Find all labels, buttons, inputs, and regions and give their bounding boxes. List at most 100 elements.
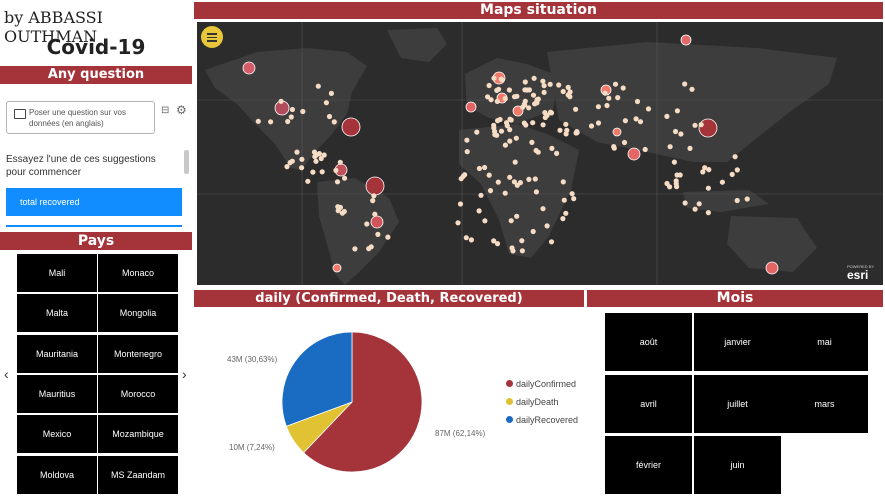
mois-tile-2[interactable]: mai [781,313,868,371]
qa-scrollbar[interactable] [184,150,189,174]
map-marker[interactable] [547,109,554,115]
map-marker[interactable] [634,98,641,105]
map-marker[interactable] [370,215,384,229]
map-marker[interactable] [366,246,372,252]
map-marker[interactable] [507,127,513,133]
map-marker[interactable] [326,113,333,120]
pays-tile-mongolia[interactable]: Mongolia [98,294,178,333]
map-marker[interactable] [548,239,555,245]
map-marker[interactable] [513,135,519,141]
map-marker[interactable] [671,159,677,165]
map-marker[interactable] [318,155,324,162]
map-marker[interactable] [645,106,652,112]
map-marker[interactable] [719,179,726,185]
pays-tile-ms-zaandam[interactable]: MS Zaandam [98,455,178,494]
map-marker[interactable] [315,83,321,89]
map-marker[interactable] [496,86,502,92]
mois-tile-0[interactable]: août [605,313,692,371]
map-marker[interactable] [508,218,514,224]
map-marker[interactable] [734,197,740,204]
map-marker[interactable] [299,156,305,162]
map-marker[interactable] [289,106,295,113]
map-marker[interactable] [522,79,528,85]
map-marker[interactable] [352,246,358,252]
slice-recovered[interactable] [281,331,353,427]
map-marker[interactable] [486,172,492,178]
map-marker[interactable] [507,174,513,180]
map-marker[interactable] [549,145,555,151]
map-marker[interactable] [674,108,680,114]
map-marker[interactable] [622,118,628,124]
map-marker[interactable] [692,122,698,128]
map-marker[interactable] [563,131,569,137]
map-marker[interactable] [563,210,569,216]
map-marker[interactable] [519,248,525,254]
map-marker[interactable] [547,81,553,87]
map-marker[interactable] [514,213,520,219]
qa-input[interactable]: Poser une question sur vos données (en a… [6,101,155,134]
map-marker[interactable] [463,235,469,241]
slice-confirmed[interactable] [303,331,423,473]
map-marker[interactable] [706,167,712,173]
map-marker[interactable] [370,198,376,204]
map-marker[interactable] [556,82,562,88]
map-marker[interactable] [300,108,306,115]
map-marker[interactable] [323,100,329,106]
map-marker[interactable] [702,165,708,171]
map-marker[interactable] [541,89,547,95]
map-marker[interactable] [494,98,500,104]
map-marker[interactable] [633,116,639,122]
map-marker[interactable] [476,165,482,172]
pays-tile-monaco[interactable]: Monaco [98,254,178,292]
map-marker[interactable] [289,158,295,164]
map-marker[interactable] [680,34,692,46]
map-marker[interactable] [554,150,560,156]
gear-icon[interactable]: ⚙ [176,103,187,117]
map-marker[interactable] [495,118,501,124]
map-marker[interactable] [494,241,501,247]
map-marker[interactable] [482,218,488,224]
map-marker[interactable] [522,98,528,104]
map-marker[interactable] [311,149,318,155]
map-marker[interactable] [465,101,477,113]
map-marker[interactable] [514,182,520,188]
map-marker[interactable] [588,123,595,129]
pays-next-arrow[interactable]: › [182,366,187,382]
pays-tile-malta[interactable]: Malta [17,294,97,333]
map-marker[interactable] [278,98,284,104]
map-marker[interactable] [611,144,617,150]
map-marker[interactable] [561,197,567,203]
map-marker[interactable] [526,176,532,182]
legend-item-recovered[interactable]: dailyRecovered [506,415,578,425]
pays-tile-moldova[interactable]: Moldova [17,455,97,494]
map-marker[interactable] [705,185,711,191]
map-marker[interactable] [458,176,464,182]
map-marker[interactable] [557,127,563,133]
map-marker[interactable] [529,139,535,145]
map-marker[interactable] [464,137,470,143]
map-marker[interactable] [530,92,537,98]
pays-tile-morocco[interactable]: Morocco [98,374,178,413]
mois-tile-3[interactable]: avril [605,374,692,433]
legend-item-death[interactable]: dailyDeath [506,397,559,407]
map-marker[interactable] [620,85,626,91]
map-marker[interactable] [532,176,538,182]
map-marker[interactable] [615,95,621,101]
map-marker[interactable] [502,142,508,148]
map-marker[interactable] [732,154,738,160]
pays-tile-mauritius[interactable]: Mauritius [17,374,97,413]
map-marker[interactable] [744,196,750,202]
map-marker[interactable] [560,179,566,185]
map-marker[interactable] [333,167,339,173]
map-marker[interactable] [604,102,610,109]
map-marker[interactable] [535,149,541,155]
map-marker[interactable] [511,94,518,100]
world-map[interactable]: POWERED BY esri [197,22,883,285]
map-marker[interactable] [674,172,680,178]
mois-tile-5[interactable]: mars [781,374,868,433]
map-marker[interactable] [673,181,679,187]
map-marker[interactable] [664,113,670,119]
map-marker[interactable] [510,248,516,254]
map-marker[interactable] [486,82,492,89]
map-marker[interactable] [488,97,494,103]
